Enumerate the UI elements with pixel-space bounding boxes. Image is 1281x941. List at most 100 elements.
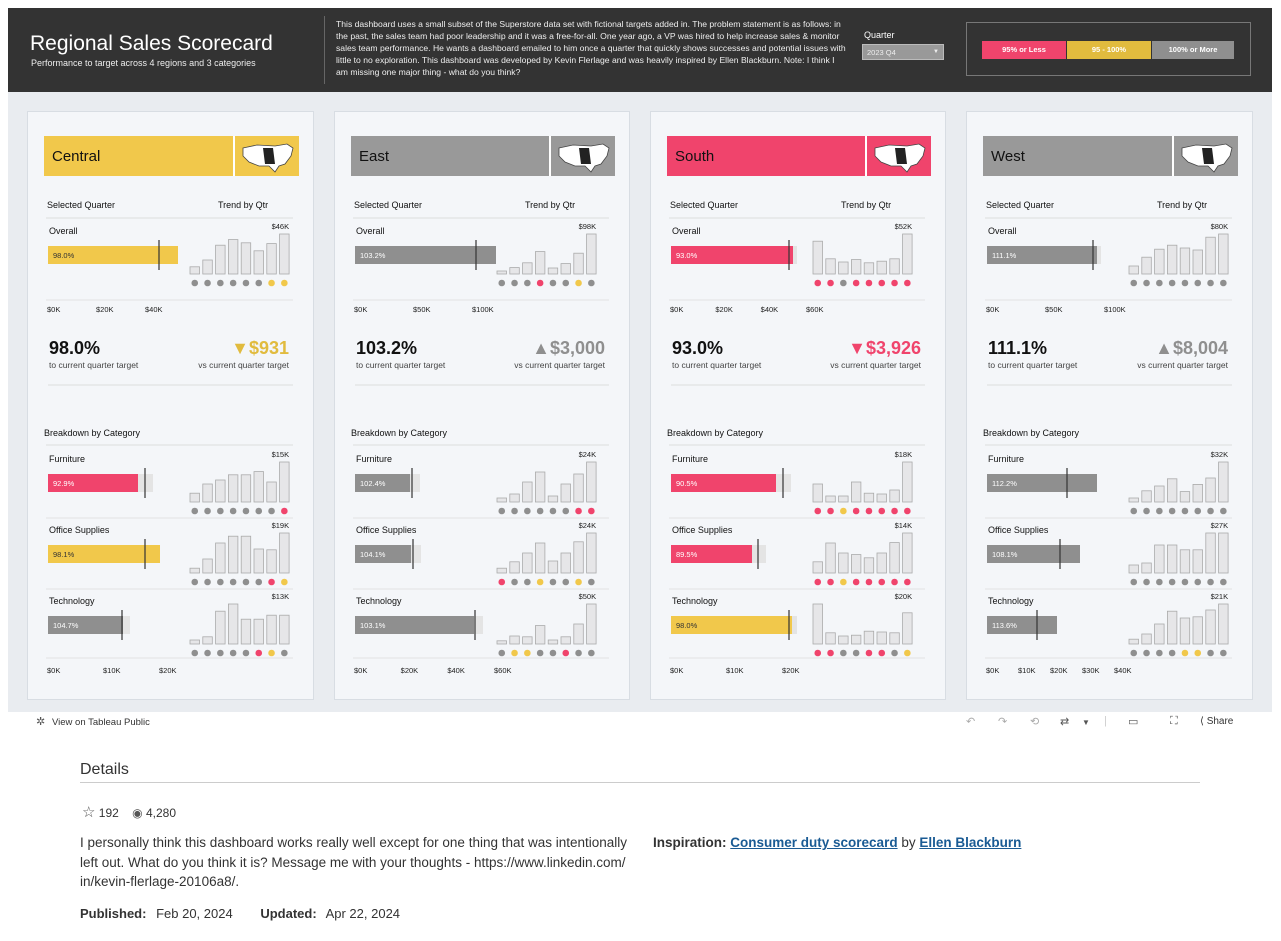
category-technology-trend-bar[interactable] — [189, 639, 200, 645]
category-office-supplies-trend-bar[interactable] — [573, 541, 584, 574]
category-furniture-trend-bar[interactable] — [902, 461, 913, 503]
region-header[interactable]: West — [983, 136, 1238, 176]
category-furniture-bar[interactable] — [48, 474, 138, 492]
category-office-supplies-trend-bar[interactable] — [1141, 562, 1152, 574]
view-on-tableau-link[interactable]: View on Tableau Public — [52, 717, 150, 728]
overall-trend-bar[interactable] — [202, 259, 213, 275]
overall-trend-bar[interactable] — [560, 263, 571, 275]
category-technology-bar[interactable] — [671, 616, 792, 634]
category-office-supplies-trend-bar[interactable] — [1154, 544, 1165, 574]
category-office-supplies-bar[interactable] — [671, 545, 752, 563]
category-technology-trend-bar[interactable] — [863, 630, 875, 645]
category-office-supplies-trend-bar[interactable] — [240, 535, 252, 574]
category-office-supplies-trend-bar[interactable] — [586, 532, 597, 574]
overall-trend-bar[interactable] — [1141, 256, 1152, 275]
overall-trend-bar[interactable] — [534, 251, 546, 275]
overall-bar[interactable] — [671, 246, 793, 264]
category-furniture-bar[interactable] — [355, 474, 410, 492]
category-furniture-trend-bar[interactable] — [889, 489, 900, 503]
category-technology-trend-bar[interactable] — [509, 635, 520, 645]
category-office-supplies-trend-bar[interactable] — [253, 548, 264, 574]
category-technology-trend-bar[interactable] — [1154, 623, 1165, 645]
overall-trend-bar[interactable] — [863, 262, 875, 275]
category-technology-trend-bar[interactable] — [1166, 610, 1178, 645]
overall-trend-bar[interactable] — [825, 258, 836, 275]
category-technology-trend-bar[interactable] — [850, 634, 862, 645]
category-technology-trend-bar[interactable] — [1205, 609, 1216, 645]
category-technology-trend-bar[interactable] — [889, 632, 900, 645]
overall-trend-bar[interactable] — [1205, 236, 1216, 275]
refresh-icon[interactable]: ⇄ — [1060, 716, 1070, 728]
category-office-supplies-trend-bar[interactable] — [215, 542, 226, 574]
quarter-dropdown[interactable]: 2023 Q4 ▼ — [862, 44, 944, 60]
overall-trend-bar[interactable] — [838, 261, 849, 275]
category-furniture-trend-bar[interactable] — [1179, 491, 1191, 503]
category-furniture-bar[interactable] — [987, 474, 1097, 492]
category-furniture-trend-bar[interactable] — [227, 474, 239, 503]
category-technology-bar[interactable] — [48, 616, 123, 634]
category-technology-trend-bar[interactable] — [1192, 616, 1203, 645]
category-office-supplies-trend-bar[interactable] — [509, 561, 520, 574]
overall-trend-bar[interactable] — [876, 260, 887, 275]
category-office-supplies-trend-bar[interactable] — [825, 542, 836, 574]
chevron-down-icon[interactable]: ▼ — [1082, 718, 1090, 727]
category-office-supplies-trend-bar[interactable] — [560, 552, 571, 574]
category-technology-trend-bar[interactable] — [496, 640, 507, 645]
category-office-supplies-trend-bar[interactable] — [1218, 532, 1229, 574]
category-technology-trend-bar[interactable] — [253, 618, 264, 645]
overall-trend-bar[interactable] — [902, 233, 913, 275]
category-office-supplies-trend-bar[interactable] — [534, 542, 546, 574]
undo-icon[interactable]: ↶ — [966, 716, 976, 728]
category-furniture-trend-bar[interactable] — [1205, 477, 1216, 503]
category-office-supplies-trend-bar[interactable] — [863, 557, 875, 574]
overall-trend-bar[interactable] — [522, 262, 533, 275]
category-furniture-trend-bar[interactable] — [534, 471, 546, 503]
device-preview-icon[interactable]: ▭ — [1128, 716, 1139, 728]
region-header[interactable]: South — [667, 136, 931, 176]
category-technology-trend-bar[interactable] — [825, 632, 836, 645]
category-technology-trend-bar[interactable] — [266, 614, 277, 645]
category-technology-trend-bar[interactable] — [812, 603, 823, 645]
fullscreen-icon[interactable]: ⛶ — [1170, 715, 1178, 727]
category-furniture-trend-bar[interactable] — [1141, 490, 1152, 503]
category-furniture-trend-bar[interactable] — [1192, 483, 1203, 503]
overall-trend-bar[interactable] — [1218, 233, 1229, 275]
category-furniture-trend-bar[interactable] — [573, 473, 584, 503]
category-technology-bar[interactable] — [355, 616, 474, 634]
category-office-supplies-bar[interactable] — [48, 545, 160, 563]
category-technology-trend-bar[interactable] — [547, 639, 559, 645]
category-furniture-trend-bar[interactable] — [825, 495, 836, 503]
overall-trend-bar[interactable] — [215, 244, 226, 275]
category-technology-trend-bar[interactable] — [279, 614, 290, 645]
category-technology-trend-bar[interactable] — [202, 636, 213, 645]
category-furniture-trend-bar[interactable] — [812, 483, 823, 503]
category-furniture-trend-bar[interactable] — [189, 492, 200, 503]
category-furniture-trend-bar[interactable] — [560, 483, 571, 503]
category-office-supplies-trend-bar[interactable] — [889, 542, 900, 574]
overall-trend-bar[interactable] — [586, 233, 597, 275]
category-office-supplies-trend-bar[interactable] — [1192, 549, 1203, 574]
category-office-supplies-trend-bar[interactable] — [227, 535, 239, 574]
category-technology-trend-bar[interactable] — [902, 612, 913, 645]
category-furniture-trend-bar[interactable] — [509, 493, 520, 503]
category-office-supplies-trend-bar[interactable] — [547, 560, 559, 574]
overall-bar[interactable] — [355, 246, 496, 264]
category-technology-trend-bar[interactable] — [240, 618, 252, 645]
category-office-supplies-trend-bar[interactable] — [850, 554, 862, 574]
category-office-supplies-trend-bar[interactable] — [876, 552, 887, 574]
overall-bar[interactable] — [987, 246, 1097, 264]
category-technology-trend-bar[interactable] — [586, 603, 597, 645]
category-office-supplies-trend-bar[interactable] — [522, 552, 533, 574]
category-office-supplies-trend-bar[interactable] — [902, 532, 913, 574]
category-furniture-bar[interactable] — [671, 474, 776, 492]
category-furniture-trend-bar[interactable] — [876, 493, 887, 503]
category-furniture-trend-bar[interactable] — [202, 483, 213, 503]
category-furniture-trend-bar[interactable] — [240, 474, 252, 503]
category-office-supplies-trend-bar[interactable] — [496, 567, 507, 574]
category-office-supplies-trend-bar[interactable] — [838, 552, 849, 574]
overall-trend-bar[interactable] — [266, 243, 277, 275]
category-office-supplies-trend-bar[interactable] — [812, 561, 823, 574]
category-technology-trend-bar[interactable] — [838, 635, 849, 645]
category-furniture-trend-bar[interactable] — [586, 461, 597, 503]
overall-trend-bar[interactable] — [227, 239, 239, 275]
